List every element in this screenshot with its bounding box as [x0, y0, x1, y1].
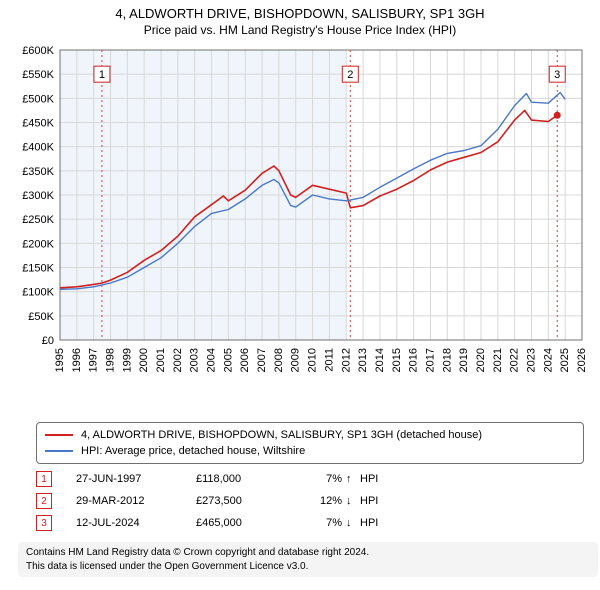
svg-text:2016: 2016: [408, 348, 420, 372]
event-pct: 12%: [306, 495, 346, 507]
arrow-icon: ↑: [346, 473, 360, 485]
svg-text:2007: 2007: [256, 348, 268, 372]
svg-text:2: 2: [347, 69, 353, 81]
svg-text:2012: 2012: [340, 348, 352, 372]
event-list: 127-JUN-1997£118,0007%↑HPI229-MAR-2012£2…: [36, 468, 566, 534]
svg-text:£250K: £250K: [22, 214, 54, 226]
event-row: 2 29-MAR-2012£273,50012%↓HPI: [36, 490, 566, 512]
svg-text:2003: 2003: [189, 348, 201, 372]
event-price: £273,500: [196, 495, 306, 507]
svg-text:3: 3: [554, 69, 560, 81]
event-suffix: HPI: [360, 517, 390, 529]
svg-text:2022: 2022: [509, 348, 521, 372]
event-price: £118,000: [196, 473, 306, 485]
legend-label: 4, ALDWORTH DRIVE, BISHOPDOWN, SALISBURY…: [81, 429, 482, 441]
svg-text:2018: 2018: [441, 348, 453, 372]
event-pct: 7%: [306, 517, 346, 529]
arrow-icon: ↓: [346, 517, 360, 529]
chart-titles: 4, ALDWORTH DRIVE, BISHOPDOWN, SALISBURY…: [0, 0, 600, 37]
svg-text:2017: 2017: [424, 348, 436, 372]
svg-text:2008: 2008: [273, 348, 285, 372]
event-suffix: HPI: [360, 473, 390, 485]
svg-text:£200K: £200K: [22, 238, 54, 250]
svg-text:£450K: £450K: [22, 118, 54, 130]
event-date: 27-JUN-1997: [76, 473, 196, 485]
event-marker: 1: [36, 471, 52, 487]
event-suffix: HPI: [360, 495, 390, 507]
legend-swatch: [45, 434, 73, 436]
svg-text:1997: 1997: [88, 348, 100, 372]
svg-text:2019: 2019: [458, 348, 470, 372]
event-row: 1 27-JUN-1997£118,0007%↑HPI: [36, 468, 566, 490]
svg-text:2002: 2002: [172, 348, 184, 372]
chart-title: 4, ALDWORTH DRIVE, BISHOPDOWN, SALISBURY…: [0, 6, 600, 21]
svg-text:£350K: £350K: [22, 166, 54, 178]
footer-line: Contains HM Land Registry data © Crown c…: [26, 546, 590, 560]
svg-text:1995: 1995: [54, 348, 66, 372]
svg-text:1996: 1996: [71, 348, 83, 372]
svg-text:1999: 1999: [121, 348, 133, 372]
event-date: 12-JUL-2024: [76, 517, 196, 529]
svg-text:£0: £0: [42, 335, 54, 347]
arrow-icon: ↓: [346, 495, 360, 507]
legend-item: HPI: Average price, detached house, Wilt…: [45, 443, 575, 459]
svg-text:£300K: £300K: [22, 190, 54, 202]
event-pct: 7%: [306, 473, 346, 485]
event-row: 3 12-JUL-2024£465,0007%↓HPI: [36, 512, 566, 534]
event-date: 29-MAR-2012: [76, 495, 196, 507]
chart-subtitle: Price paid vs. HM Land Registry's House …: [0, 23, 600, 37]
svg-text:2025: 2025: [559, 348, 571, 372]
event-price: £465,000: [196, 517, 306, 529]
svg-text:£400K: £400K: [22, 142, 54, 154]
svg-text:2024: 2024: [542, 348, 554, 372]
svg-text:£550K: £550K: [22, 69, 54, 81]
svg-text:2013: 2013: [357, 348, 369, 372]
svg-text:2001: 2001: [155, 348, 167, 372]
svg-text:2021: 2021: [492, 348, 504, 372]
svg-text:2005: 2005: [222, 348, 234, 372]
legend-swatch: [45, 450, 73, 452]
svg-text:£100K: £100K: [22, 287, 54, 299]
svg-text:2010: 2010: [307, 348, 319, 372]
legend-item: 4, ALDWORTH DRIVE, BISHOPDOWN, SALISBURY…: [45, 427, 575, 443]
svg-text:1: 1: [99, 69, 105, 81]
svg-text:2000: 2000: [138, 348, 150, 372]
svg-text:2026: 2026: [576, 348, 588, 372]
chart-area: £0 £50K £100K £150K £200K £250K £300K £350K £400…: [8, 44, 592, 416]
event-marker: 2: [36, 493, 52, 509]
svg-text:2011: 2011: [323, 348, 335, 372]
line-chart: £0 £50K £100K £150K £200K £250K £300K £350K £400…: [8, 44, 592, 416]
legend: 4, ALDWORTH DRIVE, BISHOPDOWN, SALISBURY…: [36, 422, 584, 464]
svg-text:£150K: £150K: [22, 263, 54, 275]
svg-text:2006: 2006: [239, 348, 251, 372]
svg-text:2015: 2015: [391, 348, 403, 372]
svg-text:2023: 2023: [525, 348, 537, 372]
svg-text:1998: 1998: [105, 348, 117, 372]
attribution-footer: Contains HM Land Registry data © Crown c…: [18, 542, 598, 577]
footer-line: This data is licensed under the Open Gov…: [26, 560, 590, 574]
legend-label: HPI: Average price, detached house, Wilt…: [81, 445, 305, 457]
svg-text:2004: 2004: [206, 348, 218, 372]
svg-text:2014: 2014: [374, 348, 386, 372]
svg-text:£500K: £500K: [22, 93, 54, 105]
svg-text:2009: 2009: [290, 348, 302, 372]
svg-text:£600K: £600K: [22, 45, 54, 57]
svg-text:2020: 2020: [475, 348, 487, 372]
svg-text:£50K: £50K: [28, 311, 54, 323]
event-marker: 3: [36, 515, 52, 531]
